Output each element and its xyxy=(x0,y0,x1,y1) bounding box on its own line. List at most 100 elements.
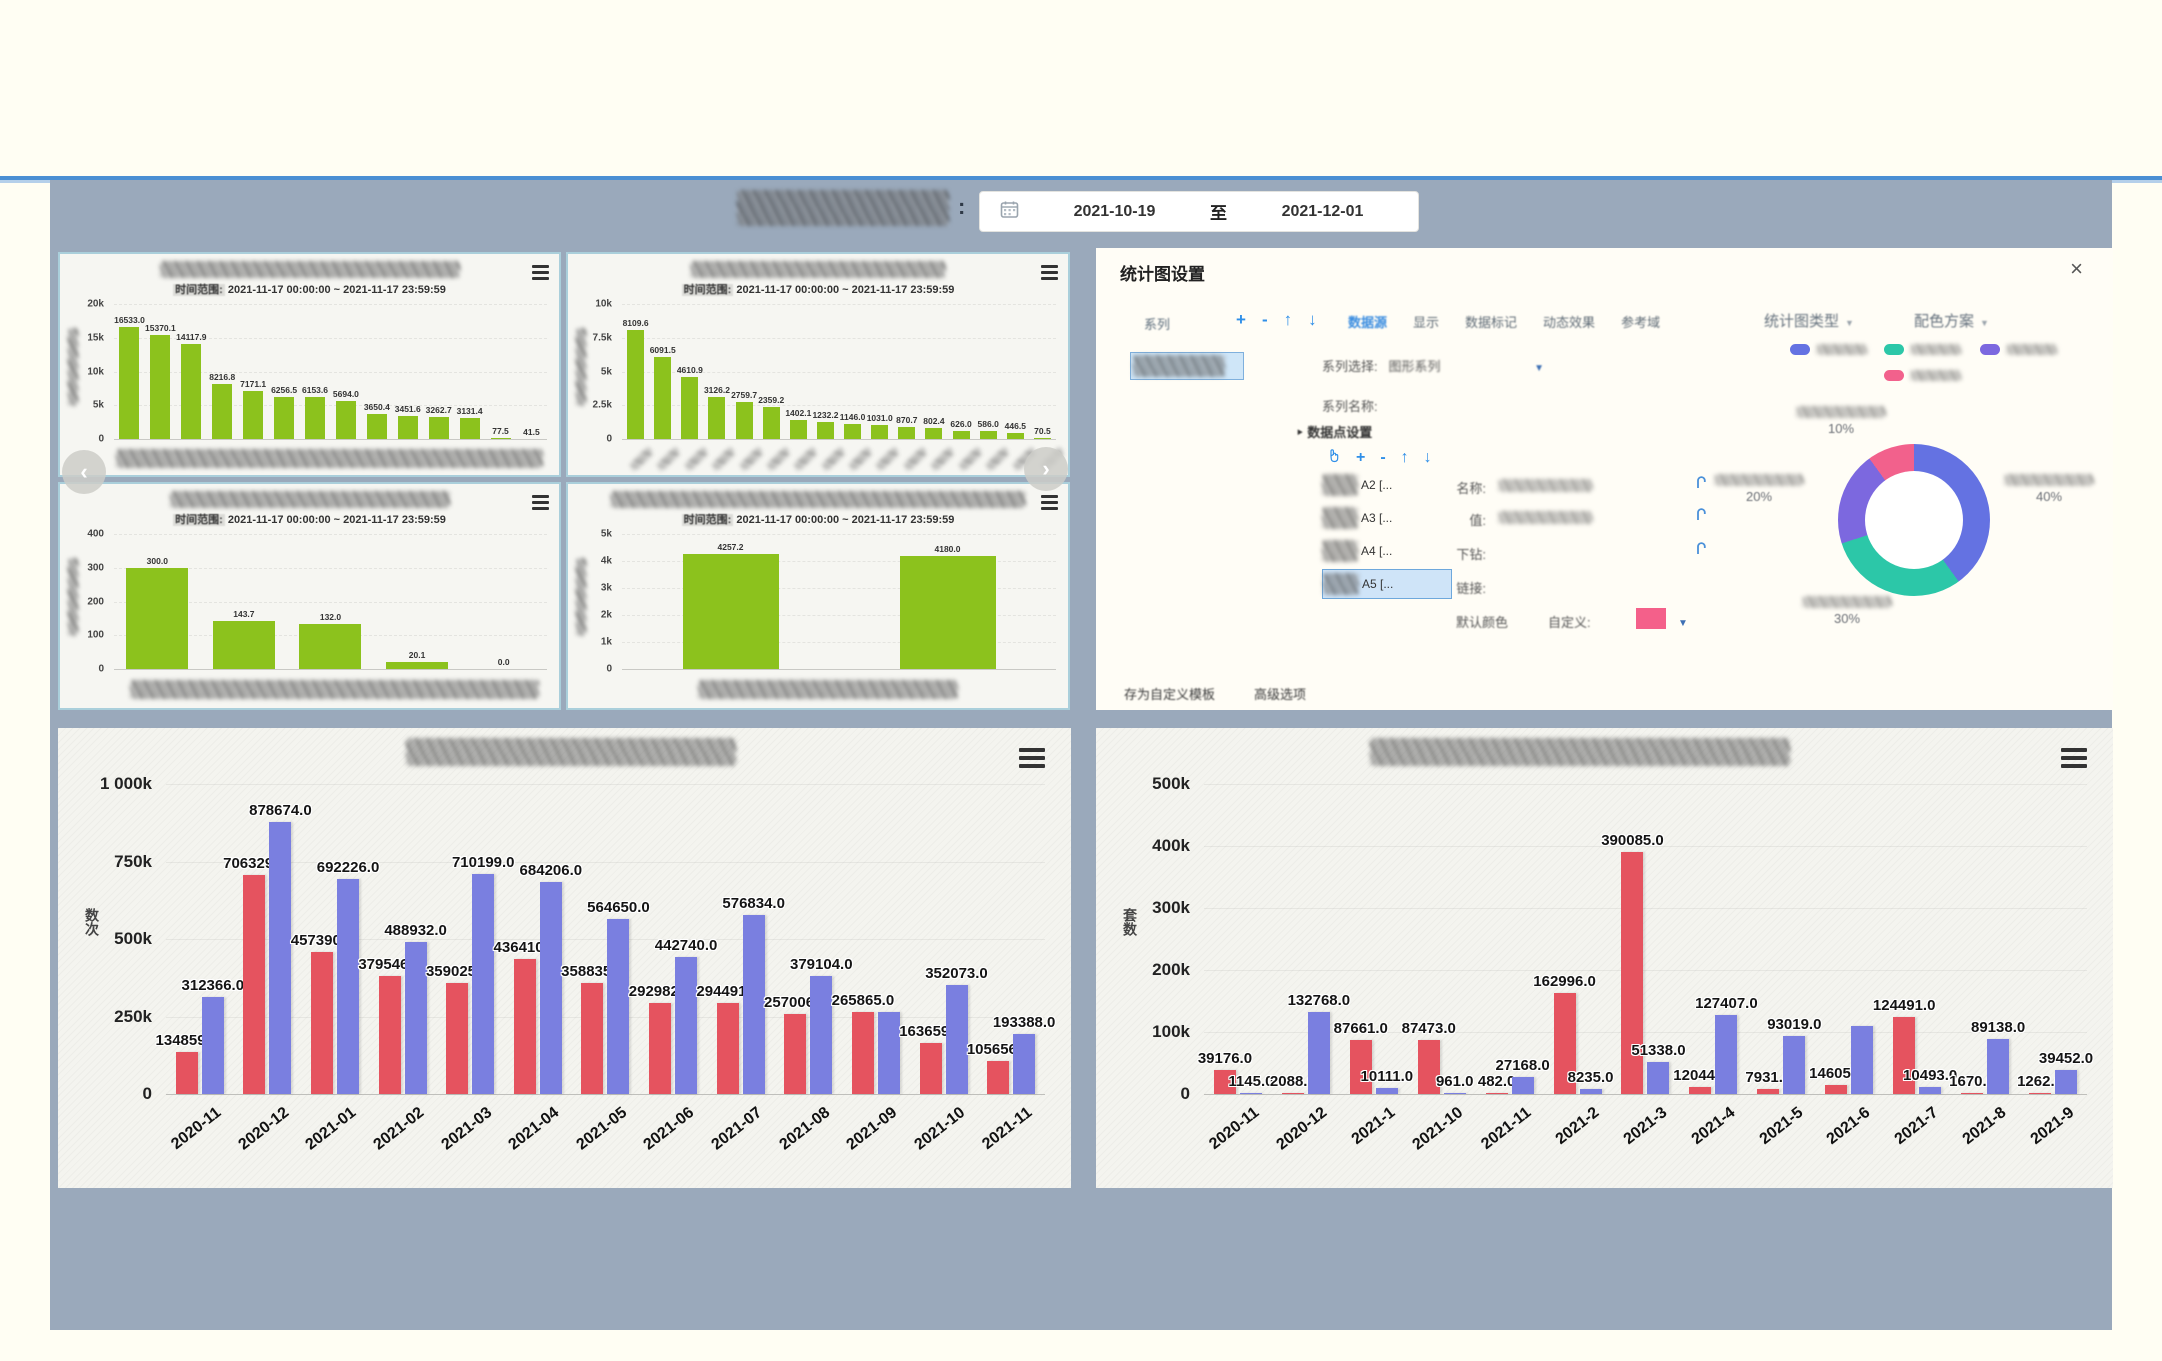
bar-value-label: 10111.0 xyxy=(1360,1068,1414,1085)
chevron-down-icon: ▼ xyxy=(1980,318,1989,328)
name-field-value-redacted[interactable] xyxy=(1498,479,1593,492)
datapoint-toolbar-icon[interactable]: ↓ xyxy=(1423,449,1432,466)
bar xyxy=(150,335,171,439)
series-toolbar-icon[interactable]: ↑ xyxy=(1283,310,1293,329)
value-field-value-redacted[interactable] xyxy=(1498,511,1593,524)
bar-value-label: 2759.7 xyxy=(731,390,758,400)
series-name-input[interactable] xyxy=(1130,352,1244,380)
bar-slot: 2359.2 xyxy=(758,304,785,439)
color-scheme-header[interactable]: 配色方案 ▼ xyxy=(1914,313,1989,330)
drill-field-label: 下钻: xyxy=(1456,547,1486,562)
bar-group: 7931.0 93019.0 2021-5 xyxy=(1745,784,1821,1148)
chart-menu-icon[interactable] xyxy=(1019,744,1045,772)
series-blue-bar xyxy=(269,822,292,1094)
bar-value-label: 4180.0 xyxy=(934,544,961,554)
bar-slot: 4610.9 xyxy=(676,304,703,439)
legend-item xyxy=(1884,344,1962,355)
chart-menu-icon[interactable] xyxy=(532,492,549,513)
start-date-field[interactable]: 2021-10-19 xyxy=(1073,202,1156,220)
bar-group: 1262.0 39452.0 2021-9 xyxy=(2017,784,2093,1148)
datapoint-list-item[interactable]: A2 [... xyxy=(1322,470,1452,500)
series-blue-bar xyxy=(1783,1036,1806,1094)
bar-group: 163659.0 352073.0 2021-10 xyxy=(899,784,988,1154)
panel-tab-3[interactable]: 动态效果 xyxy=(1543,315,1596,330)
name-field-label: 名称: xyxy=(1456,481,1486,496)
end-date-field[interactable]: 2021-12-01 xyxy=(1281,202,1364,220)
chart-subtitle: 时间范围: 2021-11-17 00:00:00 ~ 2021-11-17 2… xyxy=(173,514,446,526)
save-template-link[interactable]: 存为自定义模板 xyxy=(1124,687,1216,702)
legend-item xyxy=(1884,370,1962,381)
date-range-picker[interactable]: 2021-10-19 至 2021-12-01 xyxy=(979,191,1419,232)
hand-icon[interactable] xyxy=(1328,448,1341,468)
datapoint-toolbar-icon[interactable]: + xyxy=(1356,449,1366,466)
chart-type-header[interactable]: 统计图类型 ▼ xyxy=(1764,313,1854,330)
bind-link-icon[interactable] xyxy=(1694,540,1710,556)
datapoint-list-item[interactable]: A5 [... xyxy=(1322,569,1452,599)
y-tick-label: 10k xyxy=(595,298,612,310)
x-category-label: 2021-08 xyxy=(776,1104,833,1154)
chart-menu-icon[interactable] xyxy=(2061,744,2087,772)
series-blue-bar xyxy=(1307,1012,1330,1094)
x-axis-labels-redacted xyxy=(130,680,539,699)
bar-group: 87661.0 10111.0 2021-1 xyxy=(1334,784,1413,1148)
legend-item xyxy=(1980,344,2058,355)
x-label-redacted xyxy=(820,446,846,473)
bar-slot: 143.7 xyxy=(201,534,288,669)
panel-tab-1[interactable]: 显示 xyxy=(1413,315,1440,330)
bar-value-label: 3262.7 xyxy=(425,405,452,415)
x-category-label: 2021-5 xyxy=(1756,1104,1806,1149)
bind-link-icon[interactable] xyxy=(1694,474,1710,490)
x-category-label: 2021-03 xyxy=(437,1104,495,1154)
chart-menu-icon[interactable] xyxy=(532,262,549,283)
chart-menu-icon[interactable] xyxy=(1041,262,1058,283)
bar-value-label: 14605.0 xyxy=(1809,1065,1864,1082)
advanced-options-link[interactable]: 高级选项 xyxy=(1254,687,1307,702)
bar-value-label: 10493.0 xyxy=(1903,1067,1958,1084)
bar-group: 162996.0 8235.0 2021-2 xyxy=(1533,784,1613,1148)
bar-value-label: 1402.1 xyxy=(785,408,812,418)
carousel-prev-button[interactable]: ‹ xyxy=(62,450,106,494)
x-category-label: 2020-11 xyxy=(168,1104,225,1154)
datapoint-toolbar-icon[interactable]: ↑ xyxy=(1400,449,1409,466)
carousel-next-button[interactable]: › xyxy=(1024,447,1068,491)
bind-link-icon[interactable] xyxy=(1694,506,1710,522)
series-toolbar-icon[interactable]: + xyxy=(1236,310,1246,329)
color-swatch[interactable] xyxy=(1636,608,1666,629)
page-title-redacted xyxy=(737,190,949,226)
chart-menu-icon[interactable] xyxy=(1041,492,1058,513)
legend-swatch xyxy=(1884,344,1904,355)
x-axis-labels-redacted xyxy=(622,446,1065,475)
series-select-value[interactable]: 图形系列 xyxy=(1388,359,1441,374)
y-tick-label: 100k xyxy=(1152,1022,1190,1041)
legend-label-redacted xyxy=(2006,344,2058,355)
bar xyxy=(126,568,189,669)
bar-value-label: 3650.4 xyxy=(363,402,390,412)
panel-tab-0[interactable]: 数据源 xyxy=(1348,315,1388,330)
x-label-redacted xyxy=(792,446,819,473)
bar-slot: 14117.9 xyxy=(176,304,207,439)
datapoint-list-item[interactable]: A4 [... xyxy=(1322,536,1452,566)
datapoint-list-item[interactable]: A3 [... xyxy=(1322,503,1452,533)
series-red-bar xyxy=(1485,1093,1508,1094)
x-category-label: 2021-09 xyxy=(843,1104,901,1154)
legend-label-redacted xyxy=(1910,344,1962,355)
close-icon[interactable]: × xyxy=(2070,256,2083,281)
bar xyxy=(952,431,970,439)
chevron-down-icon[interactable]: ▼ xyxy=(1534,363,1545,374)
series-toolbar-icon[interactable]: ↓ xyxy=(1308,310,1317,329)
panel-tab-4[interactable]: 参考域 xyxy=(1621,315,1661,330)
bar-slot: 2759.7 xyxy=(731,304,758,439)
datapoint-toolbar-icon[interactable]: - xyxy=(1380,449,1386,466)
bar-value-label: 8109.6 xyxy=(622,318,649,328)
series-blue-bar xyxy=(1647,1062,1670,1094)
bar-value-label: 12044.0 xyxy=(1673,1067,1728,1084)
bar-value-label: 692226.0 xyxy=(316,859,380,876)
series-toolbar-icon[interactable]: - xyxy=(1261,310,1268,329)
y-tick-label: 2k xyxy=(600,609,612,621)
chevron-down-icon[interactable]: ▼ xyxy=(1678,618,1688,629)
bar-value-label: 14117.9 xyxy=(176,332,207,342)
value-field-label: 值: xyxy=(1469,513,1486,528)
bar-slot: 6153.6 xyxy=(300,304,331,439)
panel-tab-2[interactable]: 数据标记 xyxy=(1465,315,1518,330)
